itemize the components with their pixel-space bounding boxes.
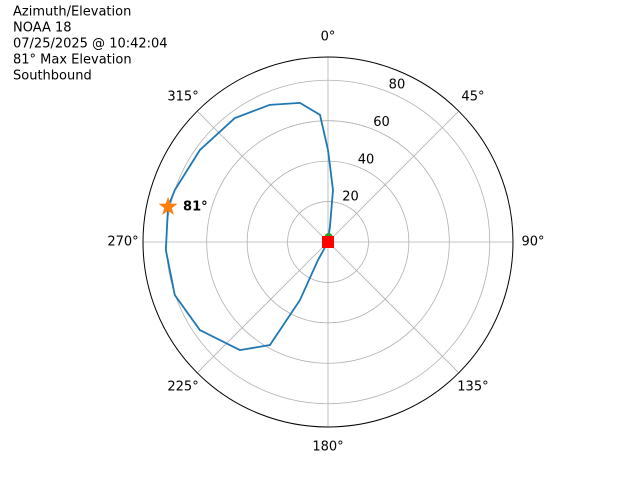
title-line: Azimuth/Elevation bbox=[13, 5, 131, 20]
track-line bbox=[164, 101, 334, 352]
polar-frame bbox=[142, 56, 514, 428]
grid-spoke bbox=[196, 110, 329, 243]
theta-tick-label: 0° bbox=[321, 30, 336, 45]
title-line: Southbound bbox=[13, 69, 92, 84]
title-line: NOAA 18 bbox=[13, 21, 72, 36]
grid-spoke bbox=[327, 110, 460, 243]
title-line: 81° Max Elevation bbox=[13, 53, 132, 68]
theta-tick-label: 90° bbox=[521, 235, 544, 250]
theta-tick-label: 225° bbox=[167, 379, 198, 394]
theta-tick-label: 315° bbox=[167, 90, 198, 105]
r-tick-label: 40 bbox=[358, 152, 375, 167]
theta-tick-label: 270° bbox=[107, 235, 138, 250]
theta-tick-label: 135° bbox=[457, 379, 488, 394]
grid-spoke bbox=[196, 241, 329, 374]
end-marker bbox=[322, 236, 334, 248]
title-line: 07/25/2025 @ 10:42:04 bbox=[13, 37, 168, 52]
theta-tick-label: 180° bbox=[312, 440, 343, 455]
r-tick-label: 80 bbox=[389, 78, 406, 93]
theta-tick-label: 45° bbox=[461, 90, 484, 105]
peak-marker bbox=[158, 196, 178, 215]
peak-label: 81° bbox=[183, 199, 208, 214]
grid-spoke bbox=[327, 241, 460, 374]
r-tick-label: 60 bbox=[373, 115, 390, 130]
r-tick-label: 20 bbox=[342, 190, 359, 205]
